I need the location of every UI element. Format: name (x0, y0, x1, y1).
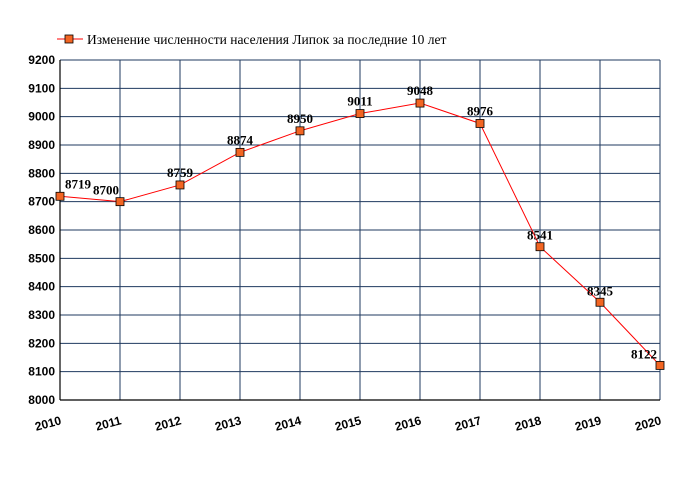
data-label: 8541 (527, 228, 553, 243)
legend-label: Изменение численности населения Липок за… (87, 32, 446, 47)
x-tick-label: 2020 (633, 413, 663, 434)
legend-marker-swatch (64, 34, 74, 44)
data-label: 8874 (227, 132, 254, 147)
data-point-marker (595, 297, 605, 307)
x-tick-label: 2016 (393, 413, 423, 434)
data-point-marker (415, 98, 425, 108)
data-point-marker (115, 197, 125, 207)
data-label: 8700 (93, 183, 119, 198)
y-tick-label: 8500 (28, 251, 55, 265)
x-tick-label: 2014 (273, 413, 303, 434)
y-tick-label: 8300 (28, 308, 55, 322)
y-tick-label: 8900 (28, 138, 55, 152)
data-labels: 8719 8700 8759 8874 8950 9011 9048 8976 8541 8345… (65, 83, 657, 361)
data-point-marker (535, 242, 545, 252)
data-point-marker (175, 180, 185, 190)
x-tick-label: 2012 (153, 413, 183, 434)
data-point-marker (55, 191, 65, 201)
x-tick-label: 2010 (33, 413, 63, 434)
data-point-marker (235, 147, 245, 157)
y-tick-label: 8800 (28, 166, 55, 180)
y-tick-label: 9100 (28, 81, 55, 95)
data-label: 9048 (407, 83, 434, 98)
data-label: 8759 (167, 165, 194, 180)
series-population (55, 98, 665, 370)
y-tick-label: 8600 (28, 223, 55, 237)
data-label: 8345 (587, 283, 614, 298)
y-tick-label: 8700 (28, 195, 55, 209)
data-label: 8976 (467, 103, 494, 118)
data-point-marker (355, 109, 365, 118)
y-tick-label: 8100 (28, 365, 55, 379)
x-tick-label: 2017 (453, 413, 483, 434)
data-label: 8122 (631, 346, 657, 361)
y-tick-label: 8000 (28, 393, 55, 407)
data-point-marker (295, 126, 305, 136)
y-tick-label: 8200 (28, 336, 55, 350)
y-axis-ticks: 8000 8100 8200 8300 8400 8500 8600 8700 8800 8900… (28, 53, 55, 407)
chart-axes (59, 60, 660, 401)
data-label: 8719 (65, 176, 92, 191)
x-tick-label: 2019 (573, 413, 603, 434)
y-tick-label: 8400 (28, 280, 55, 294)
data-label: 9011 (347, 94, 372, 109)
data-label: 8950 (287, 111, 313, 126)
x-tick-label: 2015 (333, 413, 363, 434)
x-axis-ticks: 2010 2011 2012 2013 2014 2015 2016 2017 2018 2019… (33, 413, 663, 434)
y-tick-label: 9000 (28, 110, 55, 124)
x-tick-label: 2013 (213, 413, 243, 434)
data-point-marker (475, 119, 485, 128)
x-tick-label: 2018 (513, 413, 543, 434)
x-tick-label: 2011 (94, 413, 123, 433)
y-tick-label: 9200 (28, 53, 55, 67)
data-point-marker (655, 361, 665, 370)
chart-legend: Изменение численности населения Липок за… (57, 32, 446, 47)
